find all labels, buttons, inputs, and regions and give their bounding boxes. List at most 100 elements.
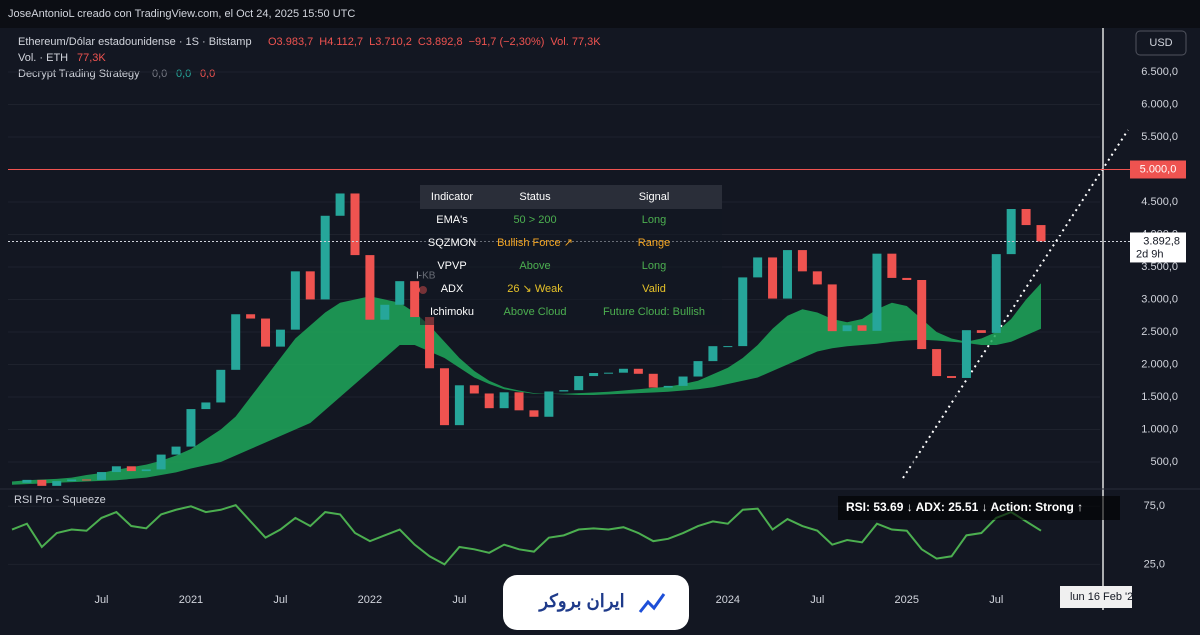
table-cell: Valid: [642, 283, 666, 295]
candle-body: [559, 390, 569, 392]
y-tick-label: 3.500,0: [1141, 261, 1178, 273]
table-cell: ADX: [441, 283, 464, 295]
legend-value: Vol. 77,3K: [550, 36, 601, 48]
candle-body: [842, 325, 852, 332]
currency-button[interactable]: [1135, 30, 1187, 56]
candle-body: [708, 346, 718, 362]
candle-body: [216, 369, 226, 403]
candle-body: [991, 254, 1001, 333]
candle-body: [261, 318, 271, 347]
table-cell: SQZMON: [428, 237, 476, 249]
y-tick-label: 1.500,0: [1141, 391, 1178, 403]
candle-body: [231, 314, 241, 370]
candle-body: [633, 368, 643, 374]
candle-body: [902, 277, 912, 280]
brand-icon: [638, 593, 666, 613]
candle-body: [887, 253, 897, 278]
candle-body: [544, 391, 554, 417]
legend-value: C3.892,8: [418, 36, 463, 48]
countdown: 2d 9h: [1136, 248, 1164, 260]
y-tick-label: 500,0: [1150, 456, 1178, 468]
candle-body: [37, 479, 47, 486]
candle-body: [201, 402, 211, 410]
candle-body: [350, 193, 360, 256]
table-cell: Long: [642, 214, 666, 226]
candle-body: [96, 472, 106, 480]
table-header: Status: [519, 191, 551, 203]
candle-body: [246, 314, 256, 319]
legend-value: O3.983,7: [268, 36, 313, 48]
table-cell: Bullish Force ↗: [497, 237, 573, 249]
candle-body: [574, 376, 584, 391]
legend-value: H4.112,7: [319, 36, 363, 48]
level-label: 5.000,0: [1140, 163, 1177, 175]
candle-body: [141, 469, 151, 472]
y-tick-label: 1.000,0: [1141, 423, 1178, 435]
table-cell: Future Cloud: Bullish: [603, 306, 705, 318]
candle-body: [857, 325, 867, 331]
table-header: Indicator: [431, 191, 474, 203]
table-cell: Range: [638, 237, 670, 249]
candle-body: [320, 215, 330, 300]
brand-badge: [503, 575, 689, 630]
price-label: 3.892,8: [1143, 235, 1180, 247]
y-tick-label: 25,0: [1144, 558, 1165, 570]
candle-body: [648, 373, 658, 388]
pane-title: RSI Pro - Squeeze: [14, 494, 106, 506]
candle-body: [827, 284, 837, 332]
table-header-bg: [420, 185, 722, 209]
x-tick-label: 2025: [895, 594, 919, 606]
legend-value: L3.710,2: [369, 36, 412, 48]
table-cell: VPVP: [437, 260, 466, 272]
candle-body: [67, 479, 77, 482]
candle-body: [678, 376, 688, 386]
caption-bar: [0, 0, 1200, 28]
price-tag: [1130, 232, 1186, 263]
candle-body: [604, 372, 614, 374]
candle-body: [171, 446, 181, 455]
vol-name: Vol. · ETH: [18, 52, 68, 64]
y-tick-label: 5.500,0: [1141, 131, 1178, 143]
candle-body: [768, 257, 778, 299]
candle-body: [976, 330, 986, 333]
rsi-line: [11, 503, 1042, 566]
legend: Ethereum/Dólar estadounidense · 1S · Bit…: [18, 36, 252, 80]
candle-body: [305, 271, 315, 300]
table-cell: EMA's: [436, 214, 468, 226]
candle-body: [663, 385, 673, 388]
x-tick-label: 2021: [179, 594, 203, 606]
candle-body: [410, 281, 420, 318]
candle-body: [186, 409, 196, 447]
table-cell: Above Cloud: [504, 306, 567, 318]
indicator-table: Indicator Status Signal EMA's 50 > 200 Long SQ…: [420, 185, 722, 325]
ichimoku-cloud: [12, 283, 1041, 485]
x-tick-label: 2022: [358, 594, 382, 606]
candle-body: [395, 281, 405, 305]
candle-body: [1006, 209, 1016, 255]
x-tick-label: Jul: [810, 594, 824, 606]
y-tick-label: 75,0: [1144, 500, 1165, 512]
x-tick-label: Jul: [273, 594, 287, 606]
table-cell: Above: [519, 260, 550, 272]
x-tick-label: Jul: [94, 594, 108, 606]
date-tag-text: lun 16 Feb '2: [1070, 591, 1133, 603]
candle-body: [126, 466, 136, 472]
candle-body: [1021, 209, 1031, 226]
y-tick-label: 6.500,0: [1141, 66, 1178, 78]
readout: RSI: 53.69 ↓ ADX: 25.51 ↓ Action: Strong…: [846, 500, 1083, 514]
x-tick-label: 2024: [716, 594, 740, 606]
candle-body: [514, 392, 524, 411]
strategy-value: 0,0: [176, 68, 191, 80]
legend-value: −91,7 (−2,30%): [469, 36, 545, 48]
date-tag: [1060, 586, 1132, 608]
candle-body: [425, 317, 435, 369]
candle-body: [589, 373, 599, 377]
table-cell: 26 ↘ Weak: [507, 283, 563, 295]
candle-body: [723, 346, 733, 348]
symbol: Ethereum/Dólar estadounidense · 1S · Bit…: [18, 36, 252, 48]
candle-body: [156, 454, 166, 470]
candle-body: [335, 193, 345, 216]
y-tick-label: 4.500,0: [1141, 196, 1178, 208]
table-cell: 50 > 200: [513, 214, 556, 226]
